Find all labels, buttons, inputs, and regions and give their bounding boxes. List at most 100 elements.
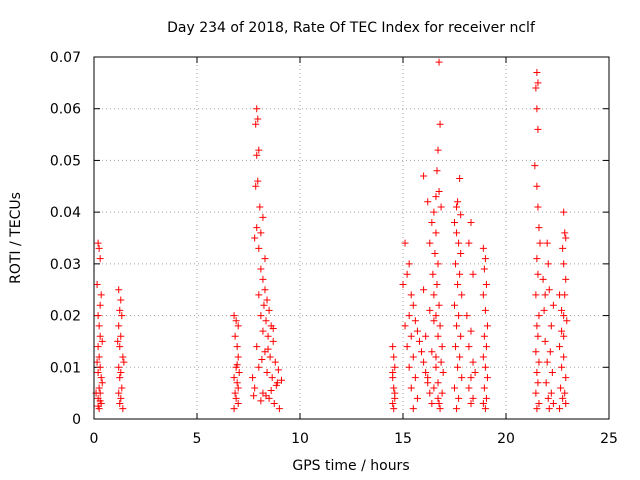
data-point [399,281,407,289]
data-point [411,317,419,325]
data-point [561,389,569,397]
data-point [534,379,542,387]
y-tick-label: 0.02 [50,309,81,325]
data-point [230,405,238,413]
data-point [482,343,490,351]
x-tick-label: 25 [600,431,618,447]
data-point [480,332,488,340]
data-point [115,363,123,371]
data-point [95,353,103,361]
x-tick-label: 15 [394,431,412,447]
y-tick-label: 0 [72,412,81,428]
data-point [255,363,263,371]
data-point [116,343,124,351]
data-point [253,343,261,351]
data-point [252,182,260,190]
data-points [92,58,571,413]
data-point [533,255,541,263]
data-point [233,343,241,351]
data-point [467,399,475,407]
data-point [249,374,257,382]
data-point [117,296,125,304]
data-point [233,361,241,369]
data-point [428,218,436,226]
data-point [456,353,464,361]
data-point [434,394,442,402]
data-point [277,376,285,384]
data-point [96,332,104,340]
data-point [535,224,543,232]
data-point [420,358,428,366]
data-point [405,260,413,268]
data-point [534,79,542,87]
x-tick-label: 0 [90,431,99,447]
plot-frame [93,56,610,420]
data-point [409,353,417,361]
data-point [260,301,268,309]
data-point [96,397,104,405]
data-point [264,332,272,340]
data-point [257,397,265,405]
data-point [559,244,567,252]
data-point [454,281,462,289]
data-point [424,374,432,382]
data-point [234,322,242,330]
data-point [407,291,415,299]
data-point [94,343,102,351]
data-point [117,394,125,402]
data-point [407,384,415,392]
data-point [93,358,101,366]
data-point [115,389,123,397]
data-point [535,358,543,366]
data-point [455,312,463,320]
data-point [258,356,266,364]
data-point [250,392,258,400]
data-point [118,384,126,392]
data-point [545,405,553,413]
data-point [482,394,490,402]
data-point [98,379,106,387]
y-tick-label: 0.05 [50,153,81,169]
data-point [430,208,438,216]
data-point [232,317,240,325]
data-point [544,260,552,268]
data-point [435,187,443,195]
data-point [533,368,541,376]
data-point [535,312,543,320]
data-point [415,337,423,345]
data-point [264,345,272,353]
data-point [407,332,415,340]
data-point [231,332,239,340]
x-tick-label: 20 [497,431,515,447]
data-point [96,363,104,371]
data-point [562,374,570,382]
data-point [562,275,570,283]
data-point [255,146,263,154]
x-tick-label: 5 [193,431,202,447]
data-point [391,363,399,371]
data-point [560,260,568,268]
data-point [471,368,479,376]
y-axis-label: ROTI / TECUs [8,192,24,284]
data-point [269,337,277,345]
data-point [536,239,544,247]
data-point [531,162,539,170]
data-point [541,291,549,299]
data-point [465,343,473,351]
data-point [98,337,106,345]
data-point [465,239,473,247]
data-point [116,399,124,407]
data-point [453,322,461,330]
data-point [434,332,442,340]
data-point [252,120,260,128]
data-point [546,348,554,356]
data-point [561,229,569,237]
data-point [533,69,541,77]
data-point [457,332,465,340]
data-point [432,229,440,237]
data-point [409,405,417,413]
data-point [413,394,421,402]
data-point [433,167,441,175]
data-point [255,244,263,252]
data-point [563,317,571,325]
